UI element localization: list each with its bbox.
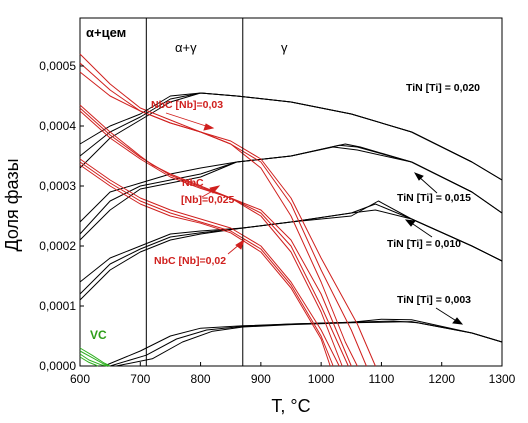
arrowhead-tin-015: [413, 172, 424, 181]
series-0-line-1: [79, 92, 503, 181]
x-tick-label-6: 1200: [428, 372, 455, 386]
label-tin-020: TiN [Ti] = 0,020: [406, 82, 480, 94]
label-nbc-03: NbC [Nb]=0,03: [151, 99, 223, 111]
series-7-line-2: [79, 353, 108, 367]
y-tick-label-4: 0,0004: [39, 119, 76, 133]
x-axis-title: T, °C: [271, 396, 310, 416]
series-3: [80, 318, 503, 367]
series-7-line-1: [79, 350, 110, 367]
series-5-line-1: [79, 107, 349, 367]
series-5: [79, 104, 352, 367]
series-6-line-0: [79, 158, 340, 367]
series-6: [79, 158, 340, 367]
series-7: [79, 347, 111, 367]
arrow-tin-003: [435, 307, 459, 323]
series-4: [79, 53, 376, 367]
label-tin-003: TiN [Ti] = 0,003: [397, 294, 471, 306]
y-axis-title: Доля фазы: [2, 158, 22, 251]
series-3-line-2: [80, 321, 503, 367]
series-7-line-0: [79, 347, 111, 367]
y-tick-label-0: 0,0000: [39, 359, 76, 373]
series-2-line-2: [79, 209, 503, 301]
arrowhead-nbc-025: [209, 185, 221, 194]
arrowhead-nbc-03: [203, 123, 215, 131]
y-tick-label-5: 0,0005: [39, 59, 76, 73]
arrowhead-nbc-02: [235, 238, 245, 250]
y-tick-label-2: 0,0002: [39, 239, 76, 253]
x-tick-label-1: 700: [130, 372, 150, 386]
arrow-tin-010: [409, 221, 433, 238]
arrowhead-tin-003: [452, 317, 464, 325]
x-tick-label-3: 900: [251, 372, 271, 386]
x-tick-label-4: 1000: [308, 372, 335, 386]
annotation-arrows: [404, 172, 464, 325]
series-3-line-1: [80, 320, 503, 367]
x-tick-label-5: 1100: [369, 372, 395, 386]
series-1: [79, 143, 503, 241]
region-label-gamma: γ: [281, 40, 288, 55]
series-4-line-1: [79, 62, 367, 367]
series-4-line-2: [79, 71, 376, 367]
plot-frame: [79, 17, 503, 367]
x-tick-label-2: 800: [191, 372, 211, 386]
label-tin-015: TiN [Ti] = 0,015: [397, 192, 471, 204]
x-tick-label-0: 600: [70, 372, 90, 386]
series-0-line-0: [79, 92, 503, 181]
y-tick-label-1: 0,0001: [39, 299, 76, 313]
boundary-layer: [145, 18, 244, 366]
series-6-line-1: [79, 161, 334, 367]
label-nbc-025-a: NbC: [182, 177, 204, 189]
series-5-line-2: [79, 110, 352, 367]
annotation-arrows-red: [165, 112, 245, 255]
series-layer: [79, 53, 503, 367]
arrowhead-tin-010: [404, 219, 416, 227]
region-label-alpha-cem: α+цем: [86, 25, 126, 40]
arrow-tin-015: [417, 175, 438, 194]
arrow-nbc-03: [165, 112, 210, 128]
series-6-line-2: [79, 164, 331, 367]
series-0: [79, 92, 503, 181]
series-0-line-2: [79, 92, 503, 181]
label-tin-010: TiN [Ti] = 0,010: [387, 238, 461, 250]
series-5-line-0: [79, 104, 343, 367]
y-tick-label-3: 0,0003: [39, 179, 76, 193]
series-2: [79, 200, 503, 301]
region-label-alpha-gamma: α+γ: [175, 40, 197, 55]
tick-layer: 600 700 800 900 1000 1100 1200 1300 0,0000 0,0001…: [39, 59, 515, 386]
series-1-line-2: [79, 143, 503, 241]
series-7-line-3: [79, 356, 99, 367]
label-nbc-02: NbC [Nb]=0,02: [154, 255, 226, 267]
label-nbc-025-b: [Nb]=0,025: [181, 194, 235, 206]
x-tick-label-7: 1300: [489, 372, 516, 386]
label-vc: VC: [90, 328, 107, 342]
